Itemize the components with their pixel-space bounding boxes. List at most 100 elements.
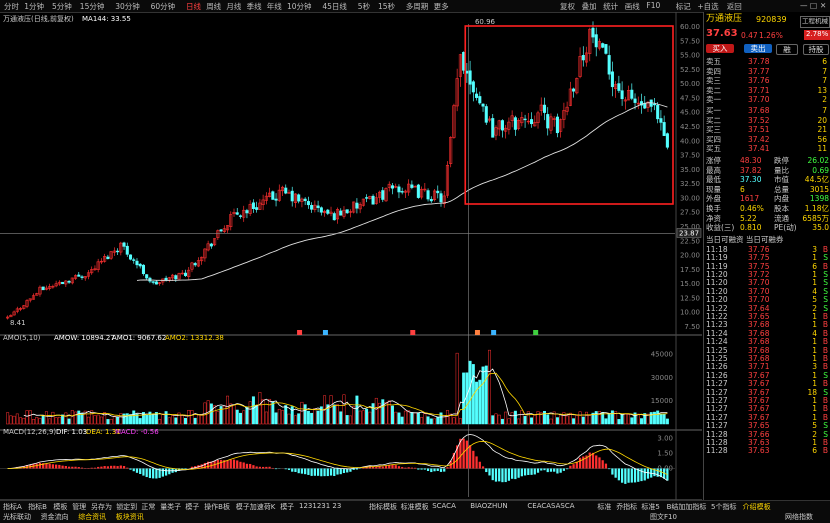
period-tab-4[interactable]: 30分钟	[115, 2, 140, 11]
indicator-tab-7[interactable]: 量类子	[160, 503, 182, 511]
period-tab-6[interactable]: 日线	[186, 2, 201, 11]
industry-tag[interactable]: 工程机械	[800, 16, 830, 28]
event-marker-icon[interactable]	[322, 330, 328, 335]
period-tab-9[interactable]: 季线	[246, 2, 262, 11]
period-tab-11[interactable]: 10分钟	[287, 2, 312, 11]
stat-key: 外盘	[706, 194, 721, 204]
highlight-box	[464, 25, 674, 205]
menu-item-1[interactable]: 叠加	[581, 2, 597, 11]
indicator-tab-21[interactable]: B结加加指标	[666, 503, 707, 511]
main-y-tick: 55.00	[680, 52, 700, 60]
candle-body	[610, 71, 614, 88]
low-mark: 8.41	[10, 319, 26, 327]
info-tab-3[interactable]: 板块资讯	[115, 513, 144, 521]
indicator-tab-1[interactable]: 指标B	[28, 503, 47, 511]
period-tab-12[interactable]: 45日线	[322, 2, 347, 11]
period-tab-3[interactable]: 15分钟	[79, 2, 105, 11]
indicator-tab-15[interactable]: SCACA	[432, 502, 456, 510]
period-tab-16[interactable]: 更多	[433, 2, 449, 11]
indicator-tab-0[interactable]: 指标A	[3, 503, 22, 511]
indicator-tab-12[interactable]: 1231231 23	[299, 502, 342, 510]
indicator-tab-20[interactable]: 标准5	[641, 503, 660, 511]
trade-price: 37.70	[748, 295, 770, 305]
indicator-tab-6[interactable]: 正常	[141, 503, 156, 511]
indicator-tab-16[interactable]: BIAOZHUN	[470, 502, 508, 510]
indicator-tab-2[interactable]: 模板	[53, 503, 68, 511]
candle-body	[504, 127, 508, 132]
info-tab-1[interactable]: 资金流向	[40, 513, 69, 521]
indicator-tab-3[interactable]: 管理	[72, 503, 87, 511]
volume-bar	[44, 411, 48, 425]
period-tab-7[interactable]: 周线	[206, 2, 222, 11]
maximize-icon[interactable]: □	[810, 1, 818, 10]
menu-item-2[interactable]: 统计	[603, 2, 619, 11]
period-tab-5[interactable]: 60分钟	[150, 2, 176, 11]
event-marker-icon[interactable]	[533, 330, 539, 335]
menu-item-5[interactable]: 标记	[675, 2, 691, 11]
indicator-tab-11[interactable]: 模子	[280, 503, 295, 511]
candle-body	[306, 201, 310, 206]
trade-time: 11:20	[706, 270, 728, 279]
minimize-icon[interactable]: —	[800, 1, 808, 10]
menu-item-6[interactable]: +自选	[697, 2, 719, 11]
volume-bar	[649, 412, 653, 425]
volume-bar	[585, 411, 589, 425]
menu-item-4[interactable]: F10	[646, 1, 661, 10]
period-tab-2[interactable]: 5分钟	[52, 2, 72, 11]
menu-item-0[interactable]: 复权	[560, 2, 575, 11]
trade-side: B	[822, 320, 828, 330]
indicator-tab-10[interactable]: 模子加速荷K	[235, 503, 276, 511]
indicator-tab-23[interactable]: 介绍模板	[742, 503, 771, 511]
indicator-tab-8[interactable]: 模子	[185, 503, 200, 511]
event-marker-icon[interactable]	[297, 330, 303, 335]
f10-link[interactable]: 图文F10	[650, 513, 677, 521]
indicator-tab-14[interactable]: 标准模板	[400, 503, 429, 511]
kline-chart-area[interactable]: 60.00 57.50 55.00 52.50 50.00 47.50 45.00 42.50…	[0, 12, 702, 510]
indicator-tab-17[interactable]: CEACASASCA	[527, 502, 575, 510]
period-tab-13[interactable]: 5秒	[357, 2, 371, 11]
indicator-tab-4[interactable]: 另存为	[91, 503, 112, 511]
buy-button[interactable]: 买入	[706, 44, 734, 53]
stock-name: 万通液压	[706, 14, 743, 24]
indicator-tab-22[interactable]: 5个指标	[711, 503, 737, 511]
period-tab-14[interactable]: 15秒	[378, 2, 396, 11]
volume-bar	[112, 415, 116, 425]
indicator-tab-13[interactable]: 指标模板	[369, 503, 397, 511]
indicator-tab-19[interactable]: 乔指标	[616, 503, 638, 511]
period-toolbar: 分时 1分钟 5分钟 15分钟 30分钟 60分钟 日线 周线 月线 季线 年线 10分钟 45日线 5秒…	[0, 0, 830, 13]
info-tab-2[interactable]: 综合资讯	[78, 513, 107, 521]
menu-item-7[interactable]: 返回	[726, 2, 742, 11]
period-tab-8[interactable]: 月线	[226, 2, 242, 11]
close-icon[interactable]: ✕	[820, 1, 827, 10]
volume-bar	[604, 418, 608, 425]
period-tab-1[interactable]: 1分钟	[24, 2, 44, 11]
ask-label: 卖三	[706, 76, 721, 86]
period-tab-15[interactable]: 多周期	[405, 2, 429, 11]
holdings-button[interactable]: 持股	[803, 44, 829, 55]
candle-body	[646, 101, 650, 108]
info-tab-0[interactable]: 光标联动	[3, 513, 31, 521]
candle-body	[585, 52, 589, 63]
volume-bar	[578, 411, 582, 425]
event-marker-icon[interactable]	[410, 330, 416, 335]
period-tab-0[interactable]: 分时	[4, 2, 19, 11]
volume-bar	[555, 417, 559, 425]
candle-body	[403, 190, 407, 193]
period-tab-10[interactable]: 年线	[266, 2, 282, 11]
menu-item-3[interactable]: 画线	[624, 2, 640, 11]
market-index-link[interactable]: 网络指数	[785, 513, 813, 521]
indicator-tab-5[interactable]: 锁定到	[116, 503, 138, 511]
kline-chart-svg[interactable]: 60.00 57.50 55.00 52.50 50.00 47.50 45.00 42.50…	[0, 12, 702, 510]
event-marker-icon[interactable]	[491, 330, 497, 335]
candle-body	[374, 197, 378, 204]
volume-bar	[387, 400, 391, 425]
price-change-pct: 1.26%	[759, 31, 783, 40]
indicator-tab-18[interactable]: 标准	[597, 503, 612, 511]
indicator-tab-9[interactable]: 操作B板	[204, 503, 230, 511]
event-marker-icon[interactable]	[474, 330, 480, 335]
sell-button[interactable]: 卖出	[744, 44, 772, 53]
volume-bar	[258, 392, 262, 425]
trade-price: 37.70	[748, 286, 770, 296]
volume-bar	[536, 411, 540, 425]
margin-button[interactable]: 融	[776, 44, 798, 55]
